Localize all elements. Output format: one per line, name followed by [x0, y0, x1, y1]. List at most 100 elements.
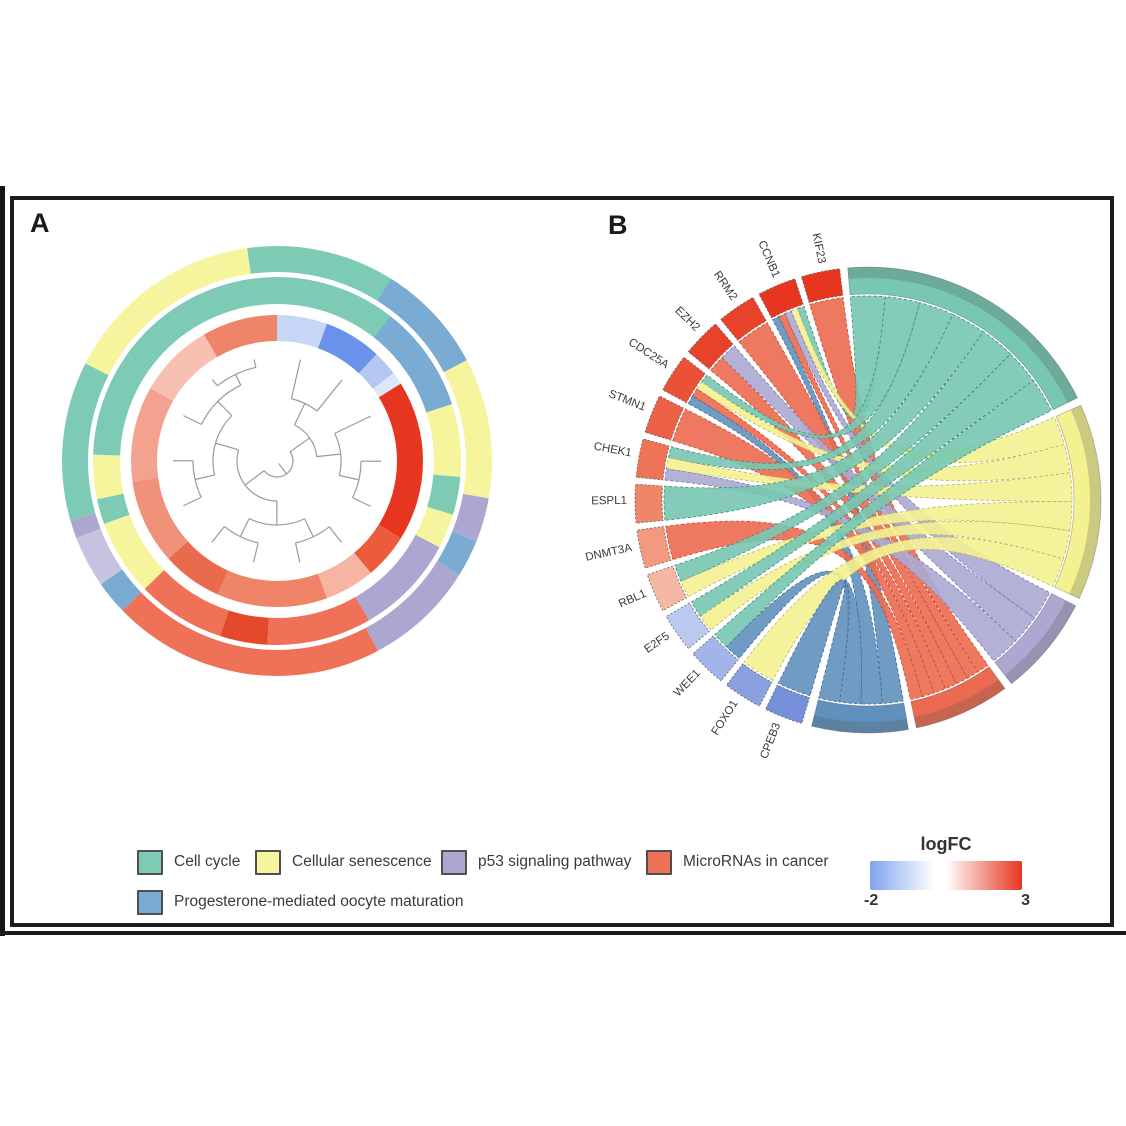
panel-a-ring2-seg2 [358, 354, 394, 389]
panel-a-ring2-seg11 [150, 334, 217, 401]
gene-label-RRM2: RRM2 [711, 269, 739, 303]
pathway-arc-p53 [994, 592, 1077, 685]
pathway-arc-progesterone [811, 699, 909, 734]
gene-arc-RRM2 [720, 296, 767, 341]
pathway-arc-outer-cell_cycle [847, 267, 1078, 403]
legend-item-label: Progesterone-mediated oocyte maturation [174, 893, 464, 910]
pathway-arc-mirna [910, 666, 1006, 729]
chord-FOXO1-senescence [743, 536, 1064, 681]
chord-CPEB3-progesterone [777, 579, 850, 703]
chord-CCNB1-cell_cycle [796, 295, 886, 419]
legend-item-2: p53 signaling pathway [441, 848, 631, 876]
panel-a-ring0-seg9 [70, 513, 101, 539]
colorbar-max-label: 3 [1021, 892, 1030, 909]
panel-a-ring2-seg5 [354, 524, 401, 573]
gene-label-ESPL1: ESPL1 [591, 495, 627, 508]
legend-item-label: Cellular senescence [292, 853, 432, 870]
panel-a-ring2-seg8 [168, 541, 229, 595]
chord-CDC25A-progesterone [687, 395, 883, 705]
panel-a-ring2-seg0 [277, 315, 327, 349]
panel-a-ring1-seg1 [373, 316, 452, 413]
panel-a-ring2-seg4 [378, 383, 424, 539]
pathway-arc-outer-mirna [914, 679, 1005, 728]
gene-arc-ESPL1 [634, 483, 664, 524]
panel-a-ring1-seg12 [93, 355, 149, 456]
legend-swatch-icon [137, 849, 163, 875]
panel-a-dendrogram [172, 359, 382, 563]
gene-arc-FOXO1 [725, 663, 773, 707]
panel-a-ring0-seg0 [247, 246, 391, 301]
panel-a-ring2-seg3 [372, 373, 401, 398]
panel-a-ring1-seg8 [144, 570, 229, 636]
chord-ESPL1-cell_cycle [663, 313, 984, 521]
gene-label-FOXO1: FOXO1 [710, 698, 741, 737]
panel-a-ring0-seg1 [377, 278, 467, 373]
gene-label-CHEK1: CHEK1 [593, 441, 633, 460]
gene-label-STMN1: STMN1 [607, 388, 648, 414]
gene-label-CCNB1: CCNB1 [755, 239, 781, 280]
panel-a-ring0-seg4 [437, 531, 477, 575]
chord-WEE1-cell_cycle [714, 379, 1052, 648]
legend-item-1: Cellular senescence [255, 848, 432, 876]
panel-a-ring0-seg5 [365, 561, 460, 651]
panel-a-ring1-seg4 [415, 506, 453, 548]
chord-CHEK1-senescence [665, 457, 1073, 503]
panel-a-ring0-seg10 [62, 363, 109, 521]
panel-a-ring1-seg3 [427, 474, 461, 515]
colorbar-labels: -2 3 [864, 892, 1030, 910]
gene-arc-CCNB1 [758, 278, 804, 319]
legend-item-label: Cell cycle [174, 853, 241, 870]
gene-arc-RBL1 [646, 565, 688, 612]
chord-CDC25A-senescence [696, 381, 1071, 482]
pathway-arc-outer-progesterone [811, 715, 909, 733]
chord-CCNB1-mirna [778, 313, 979, 679]
panel-a-ring1-seg5 [355, 534, 440, 621]
gene-arc-KIF23 [800, 268, 844, 304]
gene-arc-DNMT3A [636, 526, 672, 569]
panel-a-ring2-seg12 [204, 315, 277, 358]
colorbar-title: logFC [920, 834, 972, 854]
panel-a-ring1-seg9 [104, 514, 165, 589]
page-edge-rule [0, 186, 5, 936]
gene-arc-E2F5 [665, 602, 710, 650]
chord-RRM2-mirna [738, 322, 968, 685]
panel-a-ring1-seg2 [426, 404, 462, 478]
chord-EZH2-p53 [721, 345, 1035, 642]
gene-label-E2F5: E2F5 [642, 630, 671, 656]
legend-item-0: Cell cycle [137, 848, 240, 876]
gene-arc-CPEB3 [764, 684, 810, 724]
gene-label-KIF23: KIF23 [810, 232, 828, 264]
panel-a-ring2-seg1 [318, 323, 377, 374]
chord-WEE1-progesterone [725, 570, 862, 705]
panel-a-ring0-seg11 [85, 248, 251, 376]
gene-arc-WEE1 [692, 635, 739, 682]
panel-a-ring0-seg2 [443, 360, 492, 499]
panel-a-ring2-seg9 [132, 477, 188, 559]
gene-label-DNMT3A: DNMT3A [584, 542, 633, 564]
legend-swatch-icon [137, 889, 163, 915]
panel-a-ring1-seg10 [97, 493, 130, 524]
legend-swatch-icon [441, 849, 467, 875]
page-bottom-rule [0, 931, 1126, 935]
panel-a-ring0-seg8 [76, 528, 123, 585]
gene-label-WEE1: WEE1 [672, 667, 703, 699]
panel-a-ring2-seg6 [318, 552, 371, 599]
gene-arc-CHEK1 [635, 438, 670, 481]
legend-swatch-icon [255, 849, 281, 875]
figure-box: A B KIF23 CCNB1 RRM2 EZH2 CDC25A STMN1 CHEK1 ES… [10, 196, 1114, 927]
chord-CCNB1-p53 [784, 310, 1051, 619]
chord-RBL1-cell_cycle [674, 331, 1012, 582]
panel-a-ring2-seg7 [217, 570, 327, 607]
panel-a-ring0-seg7 [100, 569, 142, 611]
logfc-colorbar [870, 861, 1022, 890]
panel-a-ring1-seg0 [126, 277, 391, 371]
gene-arc-CDC25A [662, 356, 706, 404]
gene-arc-EZH2 [687, 323, 734, 370]
pathway-arc-senescence [1054, 404, 1102, 600]
gene-label-RBL1: RBL1 [617, 588, 648, 610]
panel-a-ring1-seg11 [93, 454, 124, 500]
panel-a-ring2-seg10 [131, 388, 174, 482]
legend-item-3: MicroRNAs in cancer [646, 848, 829, 876]
